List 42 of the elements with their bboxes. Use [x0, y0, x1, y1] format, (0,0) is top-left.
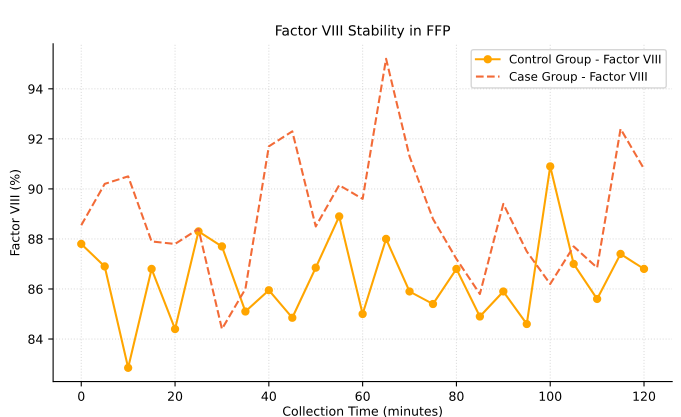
legend-label: Case Group - Factor VIII — [510, 72, 647, 84]
point — [77, 240, 86, 248]
point — [264, 286, 274, 294]
x-tick-label: 100 — [540, 392, 562, 401]
y-tick-label: 84 — [28, 334, 43, 344]
y-tick-label: 90 — [28, 184, 43, 194]
chart-title: Factor VIII Stability in FFP — [276, 24, 450, 38]
point — [428, 300, 438, 308]
point — [288, 314, 296, 322]
x-axis-title: Collection Time (minutes) — [282, 406, 442, 417]
point — [358, 310, 367, 318]
point — [335, 212, 344, 221]
point — [616, 250, 625, 258]
point — [218, 242, 226, 251]
x-tick-label: 60 — [356, 392, 370, 401]
x-tick-label: 0 — [78, 392, 84, 401]
x-tick-label: 80 — [449, 392, 464, 401]
point — [147, 264, 156, 274]
y-tick-label: 88 — [28, 234, 43, 244]
point — [241, 307, 250, 316]
y-tick-label: 94 — [28, 84, 43, 94]
point — [546, 162, 554, 171]
point — [405, 287, 414, 296]
y-axis-title: Factor VIII (%) — [10, 170, 21, 256]
point — [382, 234, 390, 244]
y-tick-label: 92 — [28, 134, 42, 144]
point — [499, 287, 508, 296]
point — [170, 324, 180, 334]
legend-label: Control Group - Factor VIII — [510, 54, 660, 66]
point — [476, 312, 484, 321]
point — [452, 264, 461, 274]
point — [124, 364, 132, 372]
point — [312, 264, 320, 272]
x-tick-label: 40 — [262, 392, 276, 401]
point — [100, 262, 109, 271]
point — [640, 264, 648, 274]
x-tick-label: 120 — [633, 392, 656, 401]
y-tick-label: 86 — [28, 284, 43, 294]
point — [570, 260, 578, 268]
point — [592, 294, 602, 304]
x-tick-label: 20 — [168, 392, 182, 401]
point — [522, 320, 531, 328]
